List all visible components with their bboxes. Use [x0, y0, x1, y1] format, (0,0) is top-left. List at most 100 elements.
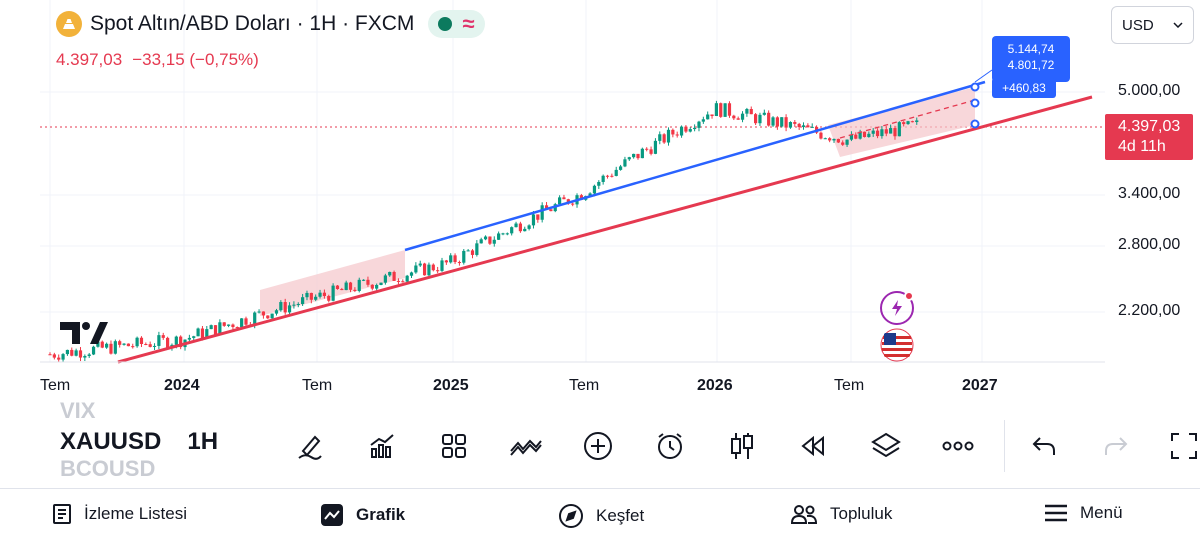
candle-body	[884, 129, 888, 134]
nav-explore[interactable]: Keşfet	[558, 503, 644, 529]
projection-value-2: 4.801,72	[1007, 58, 1055, 72]
more-icon[interactable]	[940, 428, 976, 464]
candle-body	[83, 355, 87, 358]
tradingview-logo	[60, 322, 108, 344]
compare-icon[interactable]	[508, 428, 544, 464]
lower-trendline	[117, 95, 1093, 364]
market-status-pill[interactable]: ≈	[428, 10, 485, 38]
candle-body	[523, 228, 527, 232]
symbol-switcher[interactable]: VIX XAUUSD 1H BCOUSD	[60, 398, 219, 482]
candle-body	[614, 169, 618, 176]
candle-body	[187, 337, 191, 340]
draw-pen-icon[interactable]	[292, 428, 328, 464]
nav-watchlist-label: İzleme Listesi	[84, 504, 187, 523]
next-symbol[interactable]: BCOUSD	[60, 456, 156, 481]
chart-icon	[321, 504, 343, 526]
candle-body	[209, 325, 213, 330]
bar-countdown: 4d 11h	[1118, 138, 1166, 155]
bottom-nav: İzleme Listesi Grafik Keşfet Topluluk Me…	[0, 488, 1200, 540]
last-price-text: 4.397,03	[56, 50, 123, 69]
layers-icon[interactable]	[868, 428, 904, 464]
nav-watchlist[interactable]: İzleme Listesi	[52, 503, 187, 525]
candle-body	[270, 313, 274, 319]
interval-button[interactable]: 1H	[187, 428, 219, 455]
candle-body	[379, 282, 383, 285]
projection-change: +460,83	[992, 78, 1056, 98]
candle-body	[793, 122, 797, 124]
nav-community-label: Topluluk	[830, 504, 893, 523]
candle-body	[253, 312, 257, 325]
candle-body	[205, 329, 209, 339]
nav-chart[interactable]: Grafik	[320, 503, 405, 527]
nav-chart-label: Grafik	[356, 505, 406, 524]
candle-body	[618, 166, 623, 170]
candle-body	[823, 138, 827, 140]
time-label: 2024	[164, 377, 200, 394]
undo-icon[interactable]	[1026, 428, 1062, 464]
candle-body	[122, 343, 126, 345]
us-flag-icon[interactable]	[880, 328, 914, 362]
candle-body	[623, 159, 627, 167]
candles-icon[interactable]	[724, 428, 760, 464]
candle-body	[788, 122, 793, 128]
alert-clock-icon[interactable]	[652, 428, 688, 464]
candle-body	[666, 129, 671, 143]
candle-body	[915, 120, 919, 123]
candle-body	[422, 263, 427, 276]
candle-body	[174, 336, 178, 345]
candle-body	[65, 349, 70, 355]
candle-body	[244, 318, 248, 325]
layout-grid-icon[interactable]	[436, 428, 472, 464]
prev-symbol[interactable]: VIX	[60, 398, 96, 423]
candle-body	[662, 134, 666, 143]
projection-label[interactable]: 5.144,74 4.801,72	[992, 36, 1070, 82]
candle-body	[287, 305, 292, 313]
candle-body	[632, 153, 636, 158]
candle-body	[357, 279, 361, 291]
candle-body	[732, 115, 736, 119]
candle-body	[592, 185, 597, 194]
candle-body	[875, 130, 880, 137]
market-open-icon	[438, 17, 453, 31]
candle-body	[854, 134, 858, 139]
candle-body	[366, 279, 370, 285]
candle-body	[897, 122, 901, 137]
candle-body	[388, 271, 392, 276]
symbol-title[interactable]: Spot Altın/ABD Doları · 1H · FXCM	[90, 12, 415, 35]
candle-body	[427, 264, 431, 276]
candle-body	[61, 354, 65, 360]
candle-body	[401, 281, 405, 283]
candle-body	[688, 129, 692, 132]
candle-body	[409, 272, 414, 276]
current-symbol[interactable]: XAUUSD	[60, 428, 162, 455]
candle-body	[396, 280, 401, 282]
candle-body	[118, 341, 122, 345]
candle-body	[771, 117, 775, 126]
candle-body	[601, 175, 605, 182]
candle-body	[305, 292, 309, 298]
fullscreen-icon[interactable]	[1166, 428, 1200, 464]
candle-body	[849, 134, 854, 140]
indicators-icon[interactable]	[364, 428, 400, 464]
nav-menu[interactable]: Menü	[1044, 503, 1123, 523]
candle-body	[213, 325, 218, 335]
candle-body	[762, 112, 766, 115]
add-icon[interactable]	[580, 428, 616, 464]
chevron-down-icon	[1173, 22, 1183, 28]
currency-select[interactable]: USD	[1111, 6, 1194, 44]
candle-body	[87, 354, 91, 356]
candle-body	[684, 126, 688, 132]
nav-community[interactable]: Topluluk	[790, 503, 892, 525]
candle-body	[579, 195, 583, 200]
candle-body	[161, 335, 165, 338]
price-label: 3.400,00	[1118, 185, 1181, 202]
candle-body	[828, 138, 832, 141]
candle-body	[880, 129, 884, 137]
replay-icon[interactable]	[796, 428, 832, 464]
candle-body	[266, 315, 270, 319]
lightning-alert-icon[interactable]	[880, 291, 914, 325]
price-chart[interactable]	[0, 0, 1200, 400]
time-label: 2026	[697, 377, 733, 394]
candle-body	[510, 227, 514, 234]
redo-icon[interactable]	[1098, 428, 1134, 464]
